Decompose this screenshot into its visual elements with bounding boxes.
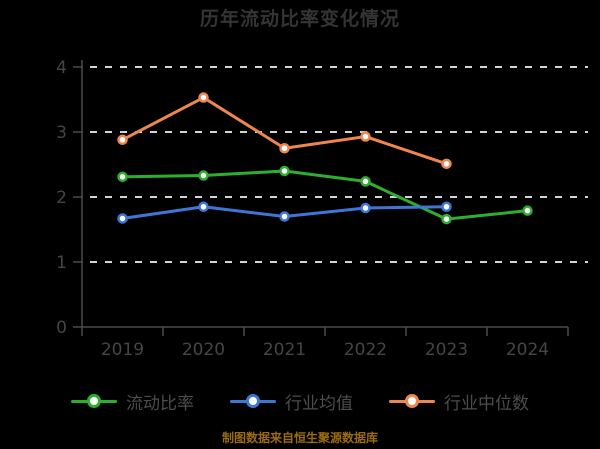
svg-text:2020: 2020	[182, 340, 225, 360]
svg-text:0: 0	[56, 318, 67, 338]
svg-text:3: 3	[56, 123, 67, 143]
data-source-caption: 制图数据来自恒生聚源数据库	[221, 431, 378, 445]
svg-text:2: 2	[56, 188, 67, 208]
legend-marker-industry-mean-icon	[230, 392, 276, 410]
legend-item-industry-mean: 行业均值	[230, 389, 353, 414]
svg-text:1: 1	[56, 253, 67, 273]
legend-marker-industry-median-icon	[389, 392, 435, 410]
svg-text:2022: 2022	[344, 340, 387, 360]
chart-legend: 流动比率 行业均值 行业中位数	[0, 384, 600, 418]
svg-text:2024: 2024	[506, 340, 549, 360]
legend-label-current-ratio: 流动比率	[126, 393, 194, 414]
svg-text:2019: 2019	[101, 340, 144, 360]
line-chart: 0 1 2 3 4 2019 2020 2021 2022 2023 2024	[56, 58, 588, 360]
svg-text:2023: 2023	[425, 340, 468, 360]
page-title: 历年流动比率变化情况	[199, 8, 400, 30]
legend-label-industry-median: 行业中位数	[444, 393, 529, 414]
legend-label-industry-mean: 行业均值	[285, 393, 353, 414]
legend-item-industry-median: 行业中位数	[389, 389, 529, 414]
svg-text:2021: 2021	[263, 340, 306, 360]
legend-item-current-ratio: 流动比率	[71, 389, 194, 414]
svg-text:4: 4	[56, 58, 67, 78]
legend-marker-current-ratio-icon	[71, 392, 117, 410]
